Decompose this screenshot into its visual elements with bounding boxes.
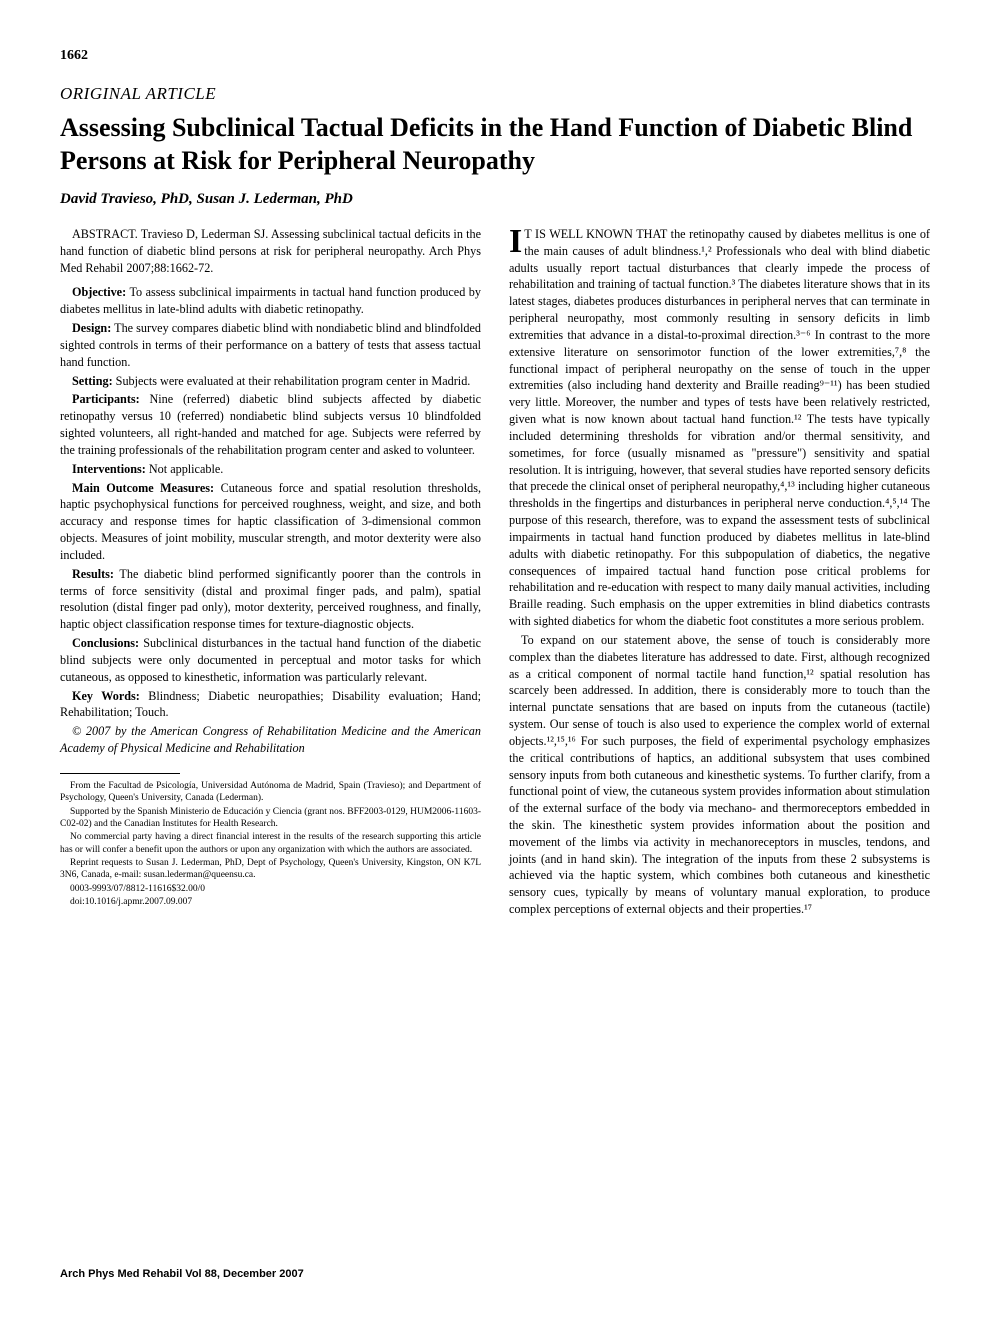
para1-text: the retinopathy caused by diabetes melli… (509, 227, 930, 628)
abstract-objective: Objective: To assess subclinical impairm… (60, 284, 481, 318)
body-para-2: To expand on our statement above, the se… (509, 632, 930, 918)
interventions-text: Not applicable. (146, 462, 224, 476)
keywords-label: Key Words: (72, 689, 140, 703)
footnote-rule (60, 773, 180, 774)
copyright: © 2007 by the American Congress of Rehab… (60, 723, 481, 757)
footnote-issn: 0003-9993/07/8812-11616$32.00/0 (60, 883, 481, 895)
right-column: IT IS WELL KNOWN THAT the retinopathy ca… (509, 226, 930, 920)
setting-label: Setting: (72, 374, 113, 388)
two-column-layout: ABSTRACT. Travieso D, Lederman SJ. Asses… (60, 226, 930, 920)
article-title: Assessing Subclinical Tactual Deficits i… (60, 112, 930, 177)
left-column: ABSTRACT. Travieso D, Lederman SJ. Asses… (60, 226, 481, 920)
abstract-results: Results: The diabetic blind performed si… (60, 566, 481, 633)
authors: David Travieso, PhD, Susan J. Lederman, … (60, 191, 930, 208)
abstract-setting: Setting: Subjects were evaluated at thei… (60, 373, 481, 390)
design-text: The survey compares diabetic blind with … (60, 321, 481, 369)
para1-lead: T IS WELL KNOWN THAT (524, 227, 667, 241)
article-type: ORIGINAL ARTICLE (60, 84, 930, 104)
abstract-citation: ABSTRACT. Travieso D, Lederman SJ. Asses… (60, 226, 481, 276)
dropcap: I (509, 226, 524, 257)
objective-label: Objective: (72, 285, 126, 299)
footnote-disclosure: No commercial party having a direct fina… (60, 831, 481, 856)
page-number: 1662 (60, 48, 930, 64)
abstract-conclusions: Conclusions: Subclinical disturbances in… (60, 635, 481, 685)
abstract-interventions: Interventions: Not applicable. (60, 461, 481, 478)
footnote-support: Supported by the Spanish Ministerio de E… (60, 806, 481, 831)
body-para-1: IT IS WELL KNOWN THAT the retinopathy ca… (509, 226, 930, 630)
footnote-affiliation: From the Facultad de Psicología, Univers… (60, 780, 481, 805)
footnote-doi: doi:10.1016/j.apmr.2007.09.007 (60, 896, 481, 908)
footnotes: From the Facultad de Psicología, Univers… (60, 780, 481, 908)
setting-text: Subjects were evaluated at their rehabil… (113, 374, 471, 388)
abstract-measures: Main Outcome Measures: Cutaneous force a… (60, 480, 481, 564)
abstract-design: Design: The survey compares diabetic bli… (60, 320, 481, 370)
abstract-participants: Participants: Nine (referred) diabetic b… (60, 391, 481, 458)
journal-footer: Arch Phys Med Rehabil Vol 88, December 2… (60, 1268, 304, 1280)
measures-label: Main Outcome Measures: (72, 481, 214, 495)
participants-label: Participants: (72, 392, 140, 406)
footnote-reprint: Reprint requests to Susan J. Lederman, P… (60, 857, 481, 882)
conclusions-label: Conclusions: (72, 636, 139, 650)
design-label: Design: (72, 321, 111, 335)
abstract-keywords: Key Words: Blindness; Diabetic neuropath… (60, 688, 481, 722)
results-text: The diabetic blind performed significant… (60, 567, 481, 631)
results-label: Results: (72, 567, 114, 581)
interventions-label: Interventions: (72, 462, 146, 476)
